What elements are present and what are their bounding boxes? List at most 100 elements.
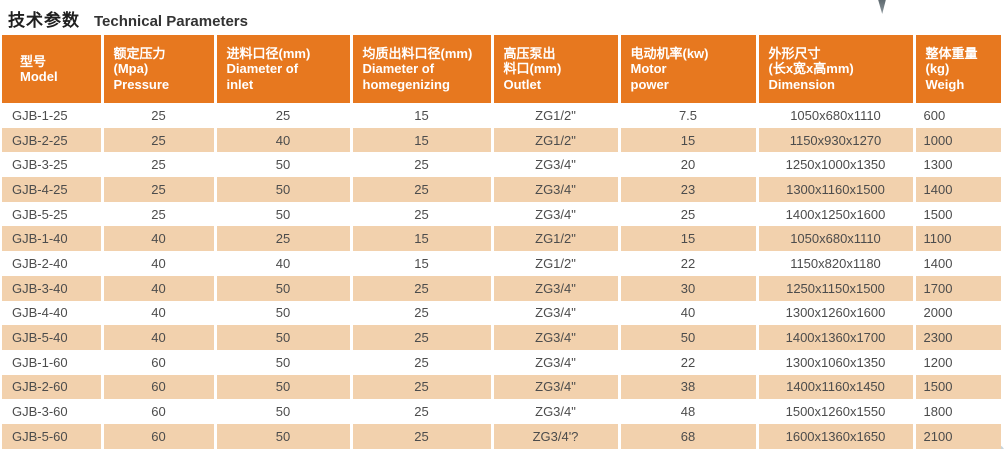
- cell-inlet_diameter: 40: [213, 127, 351, 153]
- cell-homogenizing_outlet: 25: [349, 349, 492, 375]
- cell-motor_power: 48: [617, 399, 757, 424]
- cell-pressure: 40: [100, 300, 215, 326]
- cell-weight: 1100: [912, 226, 1001, 252]
- cell-homogenizing_outlet: 25: [349, 374, 492, 400]
- table-row: GJB-2-40 40 40 15 ZG1/2" 22 1150x820x1180 1400: [2, 251, 1001, 276]
- cell-pump_outlet: ZG3/4": [490, 201, 619, 227]
- cell-weight: 1500: [912, 201, 1001, 227]
- table-header-row: 型号 Model 额定压力 (Mpa) Pressure 进料口径(mm) Diameter…: [2, 35, 1001, 103]
- cell-homogenizing_outlet: 25: [349, 275, 492, 301]
- cell-motor_power: 22: [617, 251, 757, 276]
- cell-homogenizing_outlet: 25: [349, 177, 492, 202]
- cell-inlet_diameter: 50: [213, 349, 351, 375]
- cell-inlet_diameter: 50: [213, 300, 351, 326]
- cell-pressure: 25: [100, 177, 215, 202]
- cell-motor_power: 38: [617, 374, 757, 400]
- cell-pump_outlet: ZG3/4'?: [490, 423, 619, 449]
- cell-weight: 1500: [912, 374, 1001, 400]
- cell-homogenizing_outlet: 25: [349, 423, 492, 449]
- cell-motor_power: 22: [617, 349, 757, 375]
- cell-inlet_diameter: 25: [213, 103, 351, 128]
- table-row: GJB-4-25 25 50 25 ZG3/4" 23 1300x1160x1500 1400: [2, 177, 1001, 202]
- cell-pressure: 25: [100, 127, 215, 153]
- cell-model: GJB-4-40: [12, 305, 68, 321]
- cell-pump_outlet: ZG1/2": [490, 226, 619, 252]
- cell-weight: 600: [912, 103, 1001, 128]
- table-row: GJB-1-60 60 50 25 ZG3/4" 22 1300x1060x1350 1200: [2, 349, 1001, 375]
- cell-inlet_diameter: 50: [213, 325, 351, 350]
- cell-motor_power: 40: [617, 300, 757, 326]
- technical-parameters-table: 型号 Model 额定压力 (Mpa) Pressure 进料口径(mm) Diameter…: [2, 35, 1001, 449]
- cell-pump_outlet: ZG3/4": [490, 275, 619, 301]
- cell-inlet_diameter: 40: [213, 251, 351, 276]
- cell-homogenizing_outlet: 15: [349, 226, 492, 252]
- cell-pump_outlet: ZG1/2": [490, 251, 619, 276]
- cell-homogenizing_outlet: 25: [349, 300, 492, 326]
- cell-model: GJB-1-40: [12, 231, 68, 247]
- cell-pump_outlet: ZG3/4": [490, 152, 619, 178]
- cell-pressure: 60: [100, 349, 215, 375]
- cell-pump_outlet: ZG3/4": [490, 399, 619, 424]
- column-header-dimension: 外形尺寸 (长x宽x高mm) Dimension: [755, 35, 914, 103]
- cell-model: GJB-3-40: [12, 280, 68, 296]
- column-header-pump_outlet: 高压泵出 料口(mm) Outlet: [490, 35, 619, 103]
- column-header-pressure: 额定压力 (Mpa) Pressure: [100, 35, 215, 103]
- cell-weight: 1400: [912, 177, 1001, 202]
- cell-weight: 1800: [912, 399, 1001, 424]
- cell-model: GJB-1-60: [12, 354, 68, 370]
- cell-model: GJB-3-25: [12, 157, 68, 173]
- cell-pressure: 25: [100, 201, 215, 227]
- column-header-motor_power: 电动机率(kw) Motor power: [617, 35, 757, 103]
- cell-inlet_diameter: 50: [213, 201, 351, 227]
- cell-model: GJB-5-40: [12, 330, 68, 346]
- cell-pressure: 40: [100, 325, 215, 350]
- cell-dimension: 1400x1250x1600: [755, 201, 914, 227]
- cell-pressure: 40: [100, 251, 215, 276]
- table-row: GJB-2-60 60 50 25 ZG3/4" 38 1400x1160x1450 1500: [2, 374, 1001, 400]
- cell-inlet_diameter: 50: [213, 423, 351, 449]
- cell-dimension: 1150x930x1270: [755, 127, 914, 153]
- cell-model: GJB-2-60: [12, 379, 68, 395]
- cell-dimension: 1400x1160x1450: [755, 374, 914, 400]
- table-row: GJB-3-25 25 50 25 ZG3/4" 20 1250x1000x1350 1300: [2, 152, 1001, 178]
- cell-inlet_diameter: 50: [213, 374, 351, 400]
- cell-model: GJB-3-60: [12, 404, 68, 420]
- cell-pressure: 60: [100, 423, 215, 449]
- cell-model: GJB-4-25: [12, 181, 68, 197]
- cell-weight: 1000: [912, 127, 1001, 153]
- cell-pressure: 25: [100, 152, 215, 178]
- cell-motor_power: 15: [617, 127, 757, 153]
- cell-motor_power: 50: [617, 325, 757, 350]
- column-header-inlet_diameter: 进料口径(mm) Diameter of inlet: [213, 35, 351, 103]
- cell-weight: 2300: [912, 325, 1001, 350]
- cell-dimension: 1050x680x1110: [755, 103, 914, 128]
- cell-inlet_diameter: 50: [213, 399, 351, 424]
- cell-model: GJB-5-25: [12, 206, 68, 222]
- cell-motor_power: 23: [617, 177, 757, 202]
- cell-dimension: 1300x1260x1600: [755, 300, 914, 326]
- cell-weight: 1400: [912, 251, 1001, 276]
- cell-weight: 2000: [912, 300, 1001, 326]
- cell-homogenizing_outlet: 25: [349, 152, 492, 178]
- cell-homogenizing_outlet: 25: [349, 201, 492, 227]
- cell-pump_outlet: ZG3/4": [490, 300, 619, 326]
- cell-dimension: 1250x1000x1350: [755, 152, 914, 178]
- cell-pressure: 40: [100, 275, 215, 301]
- cell-pressure: 60: [100, 399, 215, 424]
- cell-weight: 1700: [912, 275, 1001, 301]
- cell-model: GJB-2-25: [12, 132, 68, 148]
- cell-homogenizing_outlet: 15: [349, 103, 492, 128]
- column-header-model: 型号 Model: [2, 35, 102, 103]
- cell-pump_outlet: ZG3/4": [490, 374, 619, 400]
- table-row: GJB-3-60 60 50 25 ZG3/4" 48 1500x1260x1550 1800: [2, 399, 1001, 424]
- table-row: GJB-5-60 60 50 25 ZG3/4'? 68 1600x1360x1650 210…: [2, 423, 1001, 449]
- cell-pressure: 40: [100, 226, 215, 252]
- cell-inlet_diameter: 50: [213, 177, 351, 202]
- table-row: GJB-5-25 25 50 25 ZG3/4" 25 1400x1250x1600 1500: [2, 201, 1001, 227]
- cell-motor_power: 15: [617, 226, 757, 252]
- cell-pump_outlet: ZG3/4": [490, 349, 619, 375]
- cell-pump_outlet: ZG3/4": [490, 177, 619, 202]
- cell-homogenizing_outlet: 25: [349, 325, 492, 350]
- cell-pressure: 25: [100, 103, 215, 128]
- column-header-weight: 整体重量 (kg) Weigh: [912, 35, 1001, 103]
